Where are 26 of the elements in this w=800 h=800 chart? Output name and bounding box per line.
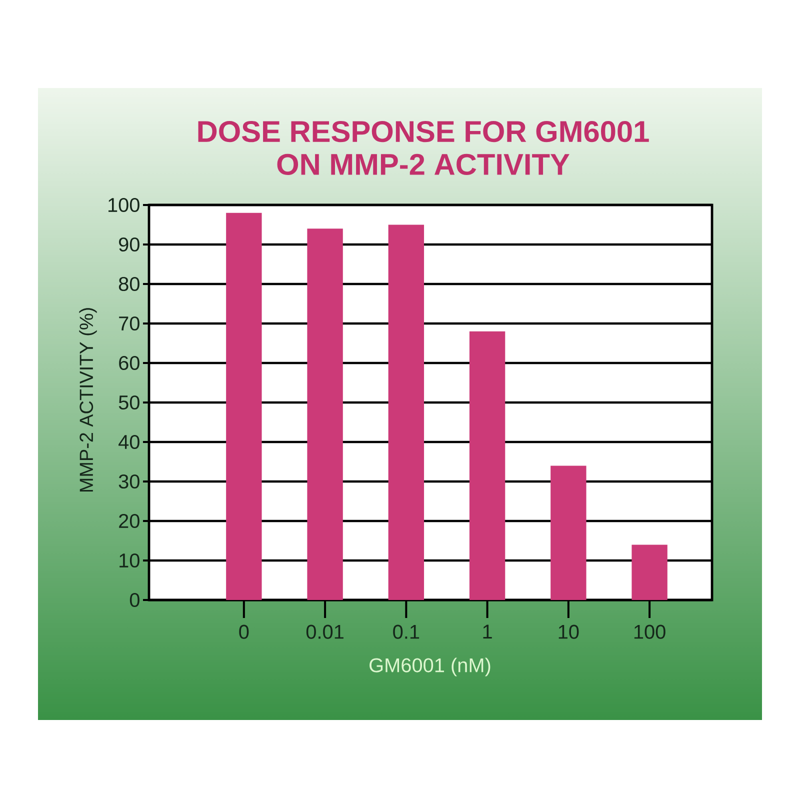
y-tick-label: 100 [108,198,140,212]
y-axis-title: MMP-2 ACTIVITY (%) [79,308,97,492]
x-tick-label: 0.1 [393,624,420,639]
y-tick-label: 20 [119,514,140,528]
x-tick-label: 1 [483,624,492,638]
y-tick-label: 30 [118,474,140,489]
x-tick-label: 0 [239,624,249,639]
y-tick-label: 90 [119,237,140,252]
y-tick-label: 70 [119,316,140,331]
y-tick-label: 10 [120,553,140,568]
y-tick-label: 60 [119,356,140,370]
chart-title: DOSE RESPONSE FOR GM6001 ON MMP-2 ACTIVITY [198,120,649,176]
y-tick-label: 50 [118,395,140,410]
x-tick-label: 100 [634,624,666,639]
x-tick-label: 10 [558,624,579,639]
x-axis-title: GM6001 (nM) [370,658,490,676]
x-tick-label: 0.01 [306,624,344,639]
bar [632,544,668,600]
bar [307,228,343,600]
bar [469,331,506,600]
y-tick-label: 0 [130,592,140,608]
bar [226,212,262,600]
bar [550,466,586,600]
y-tick-label: 40 [118,434,140,450]
bar [388,224,424,600]
y-tick-label: 80 [118,276,140,292]
